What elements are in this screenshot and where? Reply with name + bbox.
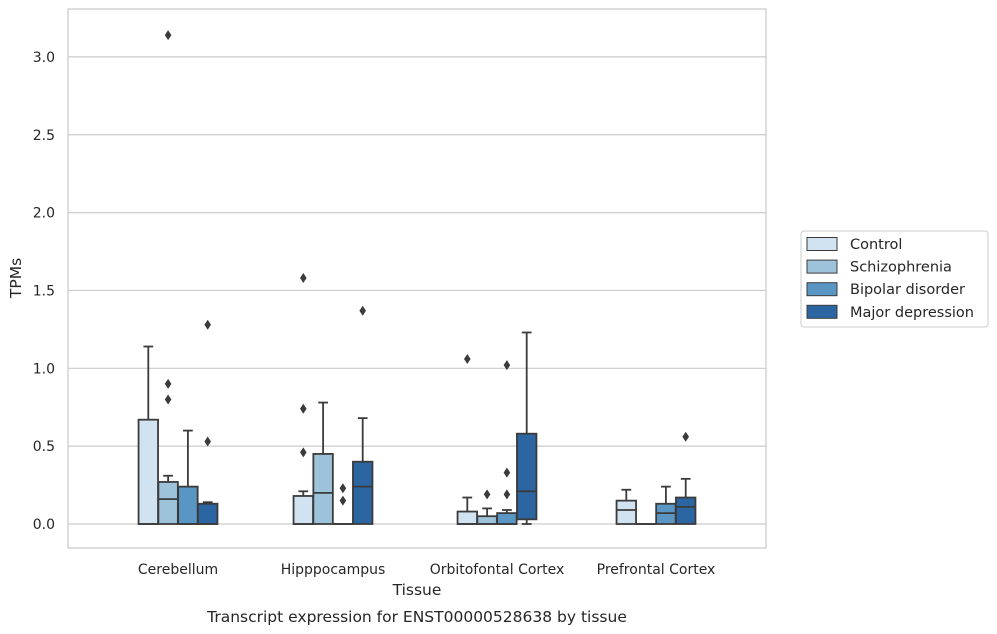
- box-control: [292, 272, 314, 525]
- legend-label: Bipolar disorder: [850, 282, 965, 298]
- y-tick-labels: 0.0 0.5 1.0 1.5 2.0 2.5 3.0: [33, 50, 55, 533]
- outlier-marker: [204, 319, 211, 330]
- box-bipolar-disorder: [177, 429, 199, 525]
- box-schizophrenia: [312, 401, 334, 525]
- box-body: [456, 510, 478, 525]
- box-body: [197, 502, 219, 525]
- outlier-marker: [300, 403, 307, 414]
- box-major-depression: [675, 431, 697, 525]
- plot-background: [68, 9, 766, 548]
- x-tick-label: Prefrontal Cortex: [597, 562, 716, 578]
- outlier-marker: [682, 431, 689, 442]
- x-tick-label: Hipppocampus: [281, 562, 386, 578]
- x-axis-title: Tissue: [392, 581, 442, 599]
- box-control: [137, 345, 159, 525]
- outlier-marker: [339, 495, 347, 506]
- y-tick-label: 1.5: [33, 283, 55, 299]
- outlier-marker: [503, 489, 511, 500]
- box-control: [615, 488, 637, 525]
- outlier-marker: [164, 30, 172, 41]
- y-tick-label: 0.0: [33, 517, 55, 533]
- legend: Control Schizophrenia Bipolar disorder Majo…: [800, 230, 989, 328]
- plot-frame: [67, 8, 767, 549]
- box-major-depression: [516, 331, 538, 525]
- outlier-marker: [503, 467, 511, 478]
- legend-label: Major depression: [850, 305, 974, 321]
- outlier-marker: [300, 272, 307, 283]
- outlier-marker: [359, 305, 366, 316]
- y-tick-label: 3.0: [33, 50, 55, 66]
- legend-swatch: [806, 259, 838, 274]
- box-body: [615, 499, 637, 525]
- boxes-layer: [137, 30, 697, 525]
- box-body: [352, 460, 374, 525]
- outlier-marker: [164, 394, 172, 405]
- box-body: [177, 485, 199, 525]
- gridlines: [68, 56, 766, 525]
- y-axis-title: TPMs: [7, 258, 25, 299]
- box-schizophrenia: [476, 489, 498, 525]
- x-tick-labels: Cerebellum Hipppocampus Orbitofontal Corte…: [138, 562, 715, 578]
- outlier-marker: [204, 436, 211, 447]
- legend-swatch: [806, 237, 838, 251]
- box-major-depression: [352, 305, 374, 525]
- box-body: [312, 453, 334, 525]
- legend-swatch: [806, 304, 838, 319]
- legend-label: Schizophrenia: [850, 260, 952, 276]
- box-body: [516, 432, 538, 521]
- y-tick-label: 1.0: [33, 361, 55, 377]
- y-tick-label: 0.5: [33, 439, 55, 455]
- outlier-marker: [164, 378, 172, 389]
- outlier-marker: [483, 489, 491, 500]
- box-body: [675, 496, 697, 525]
- legend-swatch: [806, 282, 838, 297]
- legend-frame: [800, 230, 989, 328]
- outlier-marker: [339, 483, 347, 494]
- box-body: [496, 512, 518, 525]
- x-tick-label: Orbitofontal Cortex: [430, 562, 565, 578]
- x-tick-label: Cerebellum: [138, 562, 218, 578]
- y-tick-label: 2.5: [33, 128, 55, 144]
- box-body: [157, 481, 179, 525]
- box-bipolar-disorder: [655, 485, 677, 525]
- y-tick-label: 2.0: [33, 206, 55, 222]
- outlier-marker: [300, 447, 307, 458]
- chart-caption: Transcript expression for ENST0000052863…: [206, 608, 627, 626]
- outlier-marker: [503, 360, 511, 371]
- box-body: [137, 418, 159, 525]
- box-body: [476, 515, 498, 525]
- box-body: [292, 495, 314, 525]
- legend-label: Control: [850, 237, 902, 253]
- outlier-marker: [464, 353, 471, 364]
- box-major-depression: [197, 319, 219, 525]
